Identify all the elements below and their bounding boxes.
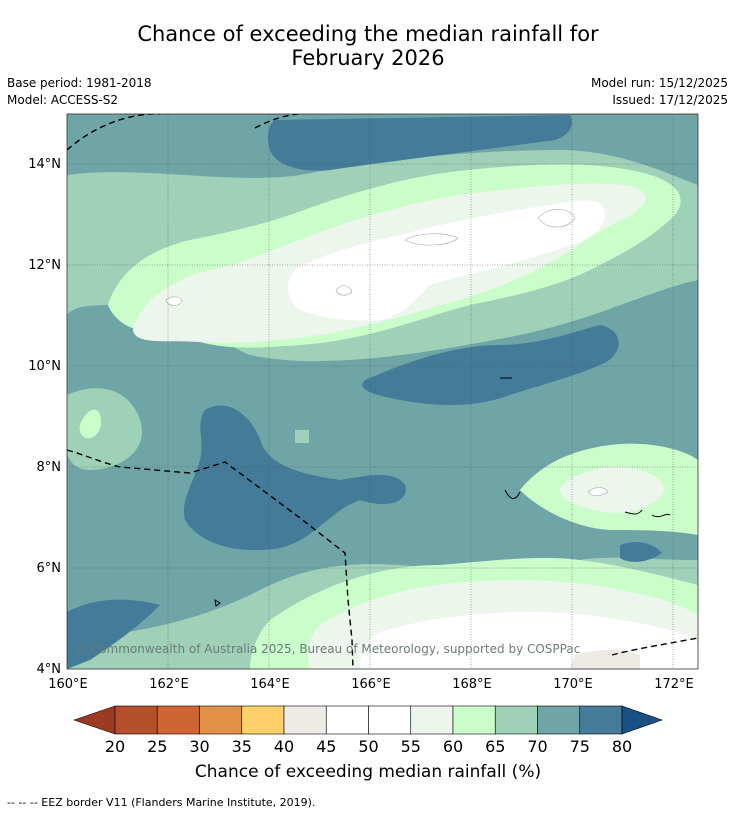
colorbar-high-arrow xyxy=(621,705,663,735)
colorbar-bin xyxy=(156,705,200,735)
colorbar-bin xyxy=(452,705,496,735)
eez-border-central xyxy=(67,449,354,669)
colorbar-bin xyxy=(410,705,454,735)
contour-band-75-80-north xyxy=(267,115,572,171)
lon-tick-label: 170°E xyxy=(553,677,593,692)
chart-title: Chance of exceeding the median rainfall … xyxy=(0,22,736,70)
colorbar-bin xyxy=(283,705,327,735)
lon-tick-label: 172°E xyxy=(654,677,694,692)
colorbar-tick-label: 55 xyxy=(401,737,421,756)
run-info-right: Model run: 15/12/2025 Issued: 17/12/2025 xyxy=(591,75,728,109)
lon-axis-labels: 160°E 162°E 164°E 166°E 168°E 170°E 172°… xyxy=(48,677,694,692)
title-line-1: Chance of exceeding the median rainfall … xyxy=(137,22,599,46)
colorbar-tick-label: 40 xyxy=(274,737,294,756)
contour-ring-east xyxy=(587,487,609,497)
lat-tick-label: 4°N xyxy=(37,662,62,677)
lon-tick-label: 160°E xyxy=(48,677,88,692)
colorbar-low-arrow xyxy=(73,705,116,735)
colorbar-tick-label: 25 xyxy=(147,737,167,756)
title-line-2: February 2026 xyxy=(291,46,445,70)
colorbar-bin xyxy=(114,705,158,735)
map-gridlines xyxy=(67,114,698,669)
issued-label: Issued: 17/12/2025 xyxy=(612,93,728,107)
contour-ring-west xyxy=(165,296,183,306)
colorbar-tick-label: 45 xyxy=(316,737,336,756)
contour-band-75-80-south xyxy=(67,599,160,669)
colorbar-bin xyxy=(325,705,369,735)
colorbar-tick-label: 20 xyxy=(105,737,125,756)
contour-band-75-80-southwest xyxy=(183,405,406,551)
run-info-left: Base period: 1981-2018 Model: ACCESS-S2 xyxy=(7,75,152,109)
lat-tick-label: 10°N xyxy=(28,359,61,374)
island-outline xyxy=(214,599,221,607)
contour-ring-north xyxy=(404,233,459,246)
contour-band-60-65-west-patch xyxy=(79,409,102,439)
lat-tick-label: 14°N xyxy=(28,157,61,172)
contour-band-75-80-east-patch xyxy=(620,542,662,562)
rainfall-map: © Commonwealth of Australia 2025, Bureau… xyxy=(28,113,699,756)
contour-band-75-80-central xyxy=(362,325,619,405)
contour-band-40-45-south xyxy=(570,649,640,669)
colorbar-tick-label: 80 xyxy=(612,737,632,756)
lat-axis-labels: 14°N 12°N 10°N 8°N 6°N 4°N xyxy=(28,157,61,677)
contour-patch-small xyxy=(295,430,309,443)
colorbar-bin xyxy=(241,705,285,735)
island-outline xyxy=(651,513,671,518)
colorbar-title: Chance of exceeding median rainfall (%) xyxy=(194,762,542,782)
base-period-label: Base period: 1981-2018 xyxy=(7,76,152,90)
colorbar-tick-label: 50 xyxy=(358,737,378,756)
lon-tick-label: 168°E xyxy=(452,677,492,692)
model-label: Model: ACCESS-S2 xyxy=(7,93,119,107)
colorbar-bin xyxy=(537,705,581,735)
contour-band-70-75-west-patch xyxy=(67,388,142,470)
colorbar-bin xyxy=(494,705,538,735)
contour-fills xyxy=(67,114,698,669)
contour-ring-north-east xyxy=(537,209,576,228)
copyright-notice: © Commonwealth of Australia 2025, Bureau… xyxy=(75,642,580,656)
lat-tick-label: 6°N xyxy=(37,561,62,576)
colorbar-tick-label: 30 xyxy=(189,737,209,756)
colorbar-tick-label: 70 xyxy=(527,737,547,756)
colorbar-tick-label: 60 xyxy=(443,737,463,756)
model-run-label: Model run: 15/12/2025 xyxy=(590,76,728,90)
lat-tick-label: 8°N xyxy=(37,460,62,475)
lon-tick-label: 166°E xyxy=(351,677,391,692)
eez-footnote: -- -- -- EEZ border V11 (Flanders Marine… xyxy=(7,796,316,809)
colorbar-tick-label: 75 xyxy=(570,737,590,756)
colorbar-tick-label: 65 xyxy=(485,737,505,756)
colorbar-bin xyxy=(199,705,243,735)
colorbar: 20 25 30 35 40 45 50 55 60 65 70 75 80 xyxy=(73,705,663,756)
island-outlines xyxy=(214,377,671,607)
lat-tick-label: 12°N xyxy=(28,258,61,273)
island-outline xyxy=(504,489,521,499)
colorbar-bin xyxy=(368,705,412,735)
contour-band-50-55-north xyxy=(288,200,605,321)
colorbar-bin xyxy=(579,705,623,735)
colorbar-tick-label: 35 xyxy=(232,737,252,756)
map-frame xyxy=(66,113,699,670)
contour-ring-centre xyxy=(335,285,353,296)
contour-band-55-60-east xyxy=(559,466,664,513)
lon-tick-label: 164°E xyxy=(250,677,290,692)
lon-tick-label: 162°E xyxy=(149,677,189,692)
island-outline xyxy=(624,509,643,515)
